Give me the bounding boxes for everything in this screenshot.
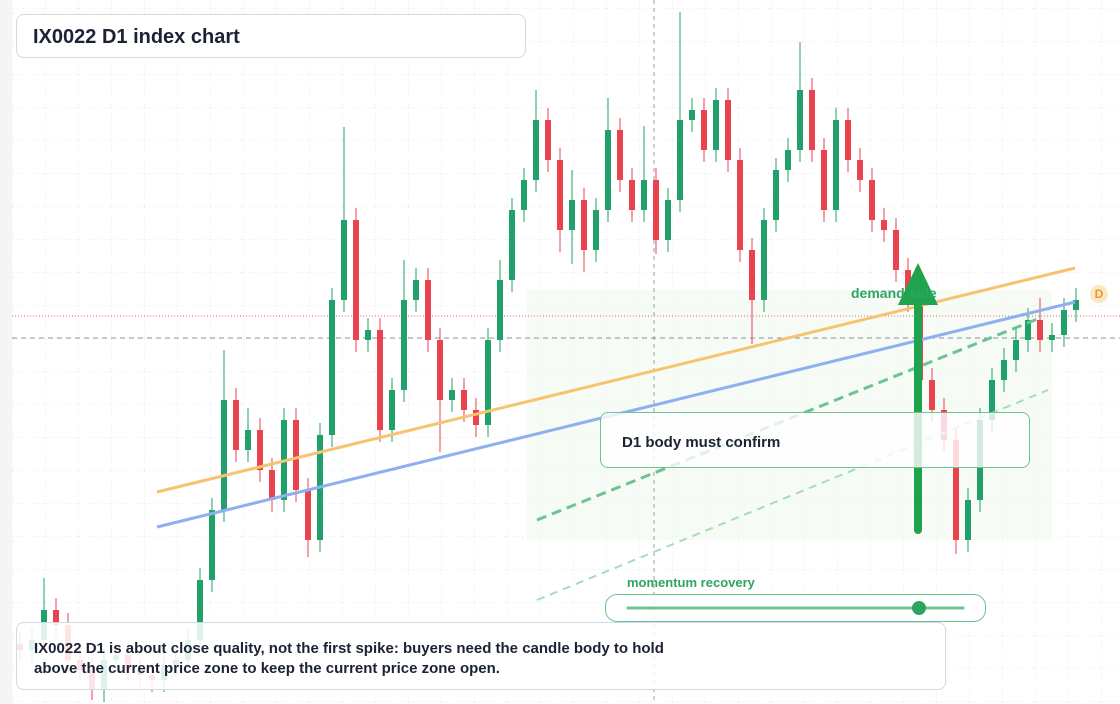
candle-body xyxy=(989,380,995,420)
candle-body xyxy=(1037,320,1043,340)
candle-body xyxy=(1013,340,1019,360)
candle-body xyxy=(1073,300,1079,310)
candle-body xyxy=(797,90,803,150)
candle-body xyxy=(425,280,431,340)
candle-body xyxy=(329,300,335,435)
candle-body xyxy=(197,580,203,640)
candle-body xyxy=(881,220,887,230)
candle-body xyxy=(809,90,815,150)
candle-body xyxy=(689,110,695,120)
slider-knob xyxy=(912,601,926,615)
candle-body xyxy=(1061,310,1067,335)
candle-body xyxy=(497,280,503,340)
candle-body xyxy=(761,220,767,300)
candle-body xyxy=(1001,360,1007,380)
candle-body xyxy=(257,430,263,470)
candle-body xyxy=(509,210,515,280)
candle-body xyxy=(245,430,251,450)
candle-body xyxy=(713,100,719,150)
momentum-box xyxy=(605,594,986,622)
badge: D xyxy=(1090,285,1108,303)
candle-body xyxy=(737,160,743,250)
candle-body xyxy=(341,220,347,300)
candle-body xyxy=(449,390,455,400)
candle-body xyxy=(305,490,311,540)
confirm-text: D1 body must confirm xyxy=(622,434,781,451)
candle-body xyxy=(545,120,551,160)
title-box: IX0022 D1 index chart xyxy=(16,14,526,58)
candle-body xyxy=(605,130,611,210)
title: IX0022 D1 index chart xyxy=(33,26,240,48)
candle-body xyxy=(845,120,851,160)
candle-body xyxy=(629,180,635,210)
candle-body xyxy=(1049,335,1055,340)
candle-body xyxy=(893,230,899,270)
candle-body xyxy=(221,400,227,510)
arrow-head xyxy=(898,263,938,305)
candle-body xyxy=(485,340,491,425)
candle-body xyxy=(377,330,383,430)
candle-body xyxy=(869,180,875,220)
candle-body xyxy=(641,180,647,210)
candle-body xyxy=(785,150,791,170)
candle-body xyxy=(557,160,563,230)
candle-body xyxy=(665,200,671,240)
candle-body xyxy=(581,200,587,250)
candle-body xyxy=(413,280,419,300)
candle-body xyxy=(389,390,395,430)
candle-body xyxy=(401,300,407,390)
candle-body xyxy=(593,210,599,250)
left-edge xyxy=(0,0,12,704)
candle-body xyxy=(293,420,299,490)
candle-body xyxy=(725,100,731,160)
slider xyxy=(626,601,965,615)
candle-body xyxy=(533,120,539,180)
channel-upper xyxy=(536,316,1041,522)
momentum-label: momentum recovery xyxy=(627,575,755,590)
candle-body xyxy=(929,380,935,410)
candle-body xyxy=(353,220,359,340)
note-box: IX0022 D1 is about close quality, not th… xyxy=(16,622,946,690)
zone-label: demand side xyxy=(851,285,937,301)
candle-body xyxy=(437,340,443,400)
confirm-box: D1 body must confirm xyxy=(600,412,1030,468)
candle-body xyxy=(965,500,971,540)
candle-body xyxy=(569,200,575,230)
candle-body xyxy=(653,180,659,240)
note-text: IX0022 D1 is about close quality, not th… xyxy=(34,640,664,677)
candle-body xyxy=(1025,320,1031,340)
candle-body xyxy=(521,180,527,210)
candle-body xyxy=(269,470,275,500)
candle-body xyxy=(701,110,707,150)
candle-body xyxy=(53,610,59,625)
candle-body xyxy=(617,130,623,180)
candle-body xyxy=(749,250,755,300)
candle-body xyxy=(821,150,827,210)
candle-body xyxy=(209,510,215,580)
candle-body xyxy=(953,440,959,540)
candle-body xyxy=(857,160,863,180)
candle-body xyxy=(233,400,239,450)
candle-body xyxy=(677,120,683,200)
candle-body xyxy=(461,390,467,410)
candle-body xyxy=(833,120,839,210)
candle-body xyxy=(773,170,779,220)
candle-body xyxy=(473,410,479,425)
candle-body xyxy=(365,330,371,340)
